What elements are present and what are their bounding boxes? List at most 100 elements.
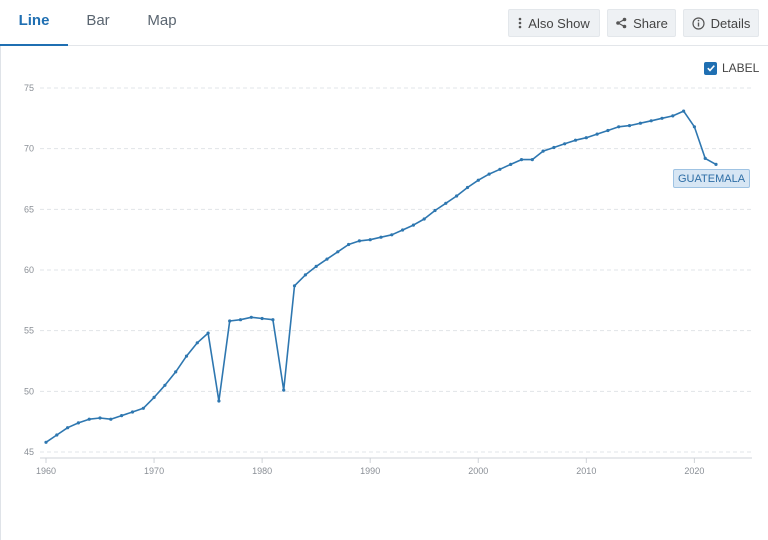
- y-tick-label: 75: [24, 83, 34, 93]
- data-point: [228, 319, 232, 323]
- data-point: [692, 125, 697, 129]
- data-point: [152, 395, 156, 399]
- data-point: [627, 124, 632, 128]
- data-point: [595, 132, 599, 136]
- label-toggle-text: LABEL: [722, 61, 760, 75]
- x-tick-label: 2000: [468, 466, 488, 476]
- data-point: [141, 406, 145, 410]
- data-point: [282, 388, 286, 392]
- data-point: [530, 158, 534, 162]
- data-point: [411, 223, 415, 227]
- x-tick-label: 1980: [252, 466, 272, 476]
- data-point: [444, 201, 448, 205]
- y-axis-ticks: 45 50 55 60 65 70 75: [24, 83, 34, 457]
- data-point: [660, 116, 664, 120]
- tab-bar[interactable]: Bar: [86, 12, 110, 29]
- data-point: [390, 233, 394, 237]
- x-tick-label: 1990: [360, 466, 380, 476]
- data-point: [55, 433, 59, 437]
- data-point: [130, 410, 135, 414]
- data-point: [519, 158, 524, 162]
- data-point: [606, 128, 610, 133]
- tab-line[interactable]: Line: [0, 0, 68, 46]
- data-point: [184, 354, 189, 358]
- left-border: [0, 46, 1, 540]
- info-icon: [692, 16, 705, 30]
- y-tick-label: 65: [24, 204, 34, 214]
- also-show-label: Also Show: [528, 15, 590, 31]
- chart-series: [44, 109, 718, 444]
- details-button[interactable]: Details: [683, 9, 759, 37]
- data-point: [238, 318, 243, 322]
- data-point: [573, 138, 578, 142]
- data-point: [87, 417, 91, 421]
- data-point: [217, 399, 221, 403]
- data-point: [584, 136, 588, 140]
- x-axis: 1960 1970 1980 1990 2000 2010 2020: [36, 457, 752, 476]
- data-point: [98, 416, 102, 420]
- data-point: [401, 228, 405, 232]
- data-point: [465, 185, 470, 190]
- data-point: [509, 162, 513, 166]
- data-point: [325, 257, 329, 261]
- data-point: [271, 318, 275, 322]
- data-point: [357, 239, 361, 243]
- also-show-button[interactable]: Also Show: [508, 9, 600, 37]
- data-point: [487, 172, 491, 176]
- y-tick-label: 45: [24, 447, 34, 457]
- data-point: [195, 341, 199, 345]
- data-point: [249, 315, 253, 319]
- data-point: [66, 426, 70, 430]
- data-point: [379, 235, 383, 239]
- data-point: [336, 250, 340, 254]
- data-point: [206, 331, 210, 335]
- data-point: [347, 242, 351, 247]
- data-point: [455, 194, 459, 198]
- data-point: [552, 145, 556, 150]
- label-toggle[interactable]: LABEL: [704, 60, 759, 76]
- data-point: [260, 316, 264, 321]
- details-label: Details: [710, 15, 751, 31]
- chart-toolbar: Line Bar Map Also Show Share Details: [0, 0, 768, 46]
- checkbox-checked-icon[interactable]: [704, 61, 717, 75]
- data-point: [292, 284, 297, 288]
- tab-map[interactable]: Map: [147, 12, 177, 29]
- x-tick-label: 2020: [684, 466, 704, 476]
- data-point: [422, 217, 426, 221]
- series-label-tag[interactable]: GUATEMALA: [673, 169, 751, 188]
- x-tick-label: 2010: [576, 466, 596, 476]
- data-point: [617, 125, 621, 129]
- chart-grid: [40, 87, 752, 453]
- data-point: [303, 273, 307, 277]
- vertical-dots-icon: [518, 17, 522, 29]
- data-point: [671, 114, 675, 118]
- y-tick-label: 70: [24, 144, 34, 154]
- data-point: [649, 119, 653, 123]
- y-tick-label: 50: [24, 386, 34, 396]
- data-point: [498, 167, 502, 171]
- data-point: [314, 264, 318, 268]
- x-tick-label: 1970: [144, 466, 164, 476]
- data-point: [714, 162, 718, 166]
- data-point: [433, 208, 437, 213]
- data-point: [638, 121, 643, 125]
- line-chart: 45 50 55 60 65 70 75 1960 1970 1980 1990 2000 2010 2…: [24, 83, 752, 476]
- series-line: [45, 110, 717, 443]
- data-point: [109, 417, 113, 421]
- data-point: [368, 238, 372, 242]
- share-label: Share: [633, 15, 668, 31]
- data-point: [174, 370, 178, 374]
- share-button[interactable]: Share: [607, 9, 676, 37]
- share-icon: [615, 17, 627, 29]
- data-point: [44, 440, 48, 444]
- y-tick-label: 55: [24, 326, 34, 336]
- y-tick-label: 60: [24, 265, 34, 275]
- data-point: [120, 414, 124, 418]
- data-point: [703, 156, 707, 160]
- data-point: [476, 178, 480, 182]
- data-point: [76, 421, 80, 425]
- x-tick-label: 1960: [36, 466, 56, 476]
- data-point: [563, 142, 567, 146]
- data-point: [163, 383, 167, 387]
- data-point: [682, 109, 686, 113]
